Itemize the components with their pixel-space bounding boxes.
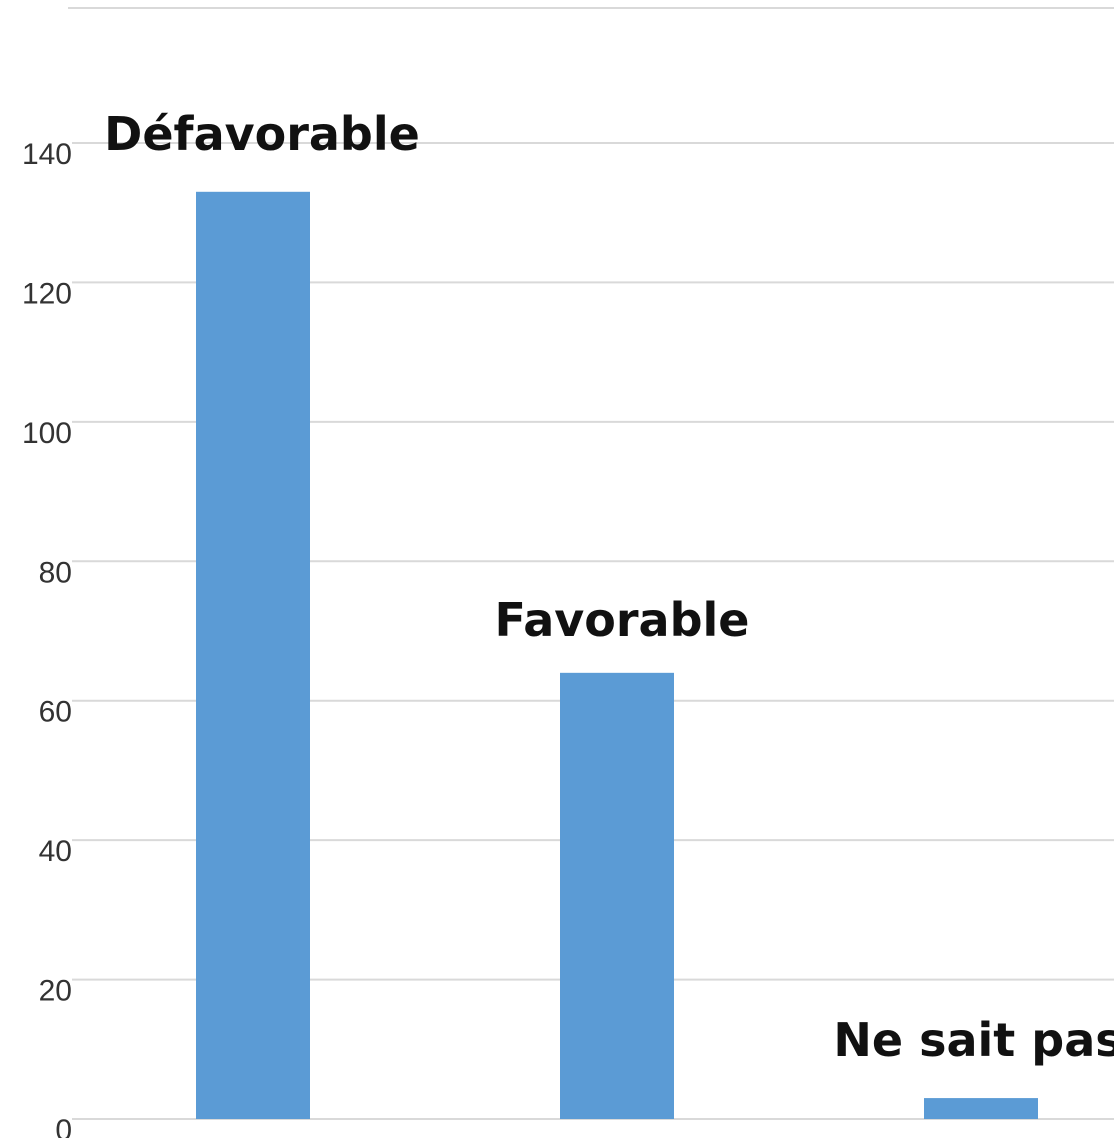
y-tick-label: 100 — [22, 417, 72, 450]
y-tick-label: 60 — [39, 696, 72, 729]
bars — [196, 191, 1038, 1120]
bar-1 — [560, 672, 674, 1119]
y-tick-label: 20 — [39, 975, 72, 1008]
category-label: Défavorable — [104, 107, 420, 161]
y-tick-label: 40 — [39, 835, 72, 868]
y-tick-label: 120 — [22, 277, 72, 310]
y-axis-tick-labels: 0 20 40 60 80 100 120 140 — [22, 138, 72, 1138]
bar-0 — [196, 191, 310, 1120]
data-labels: Défavorable Favorable Ne sait pas — [104, 107, 1114, 1067]
y-tick-label: 0 — [55, 1114, 72, 1138]
y-tick-label: 80 — [39, 556, 72, 589]
category-label: Favorable — [495, 593, 750, 647]
bar-2 — [924, 1098, 1038, 1119]
category-label: Ne sait pas — [833, 1013, 1114, 1067]
y-tick-label: 140 — [22, 138, 72, 171]
